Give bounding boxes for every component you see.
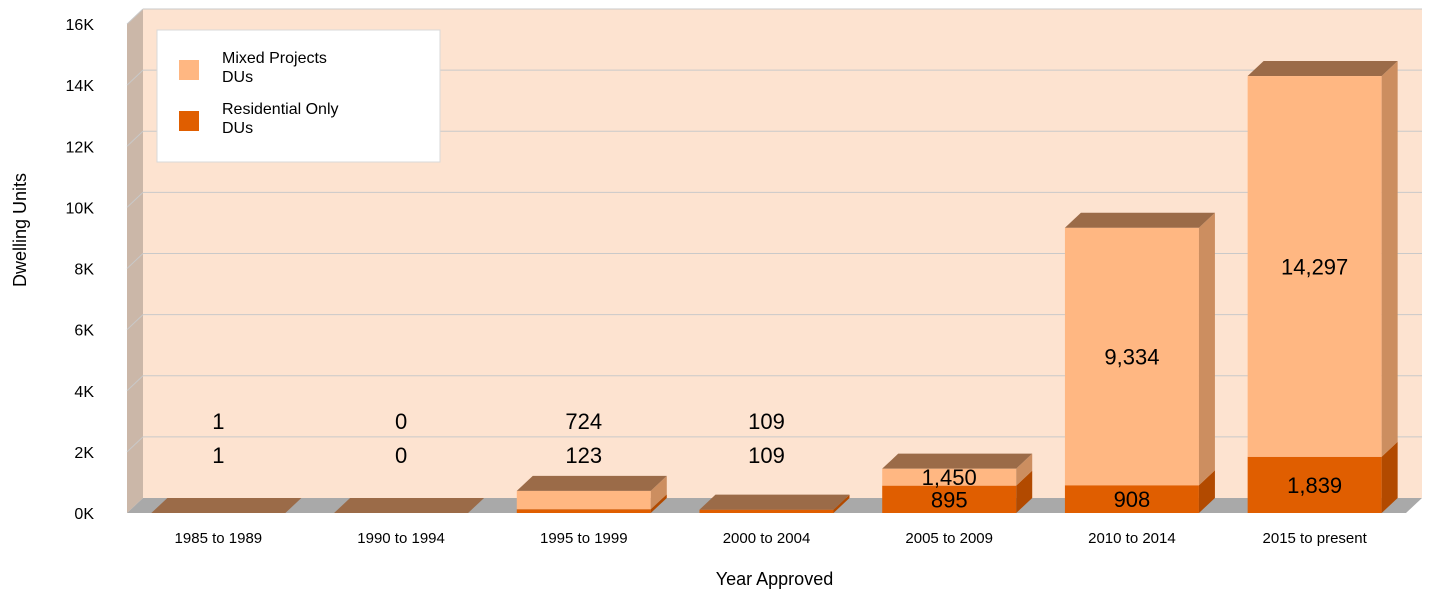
gridline-side: [126, 8, 144, 25]
data-label: 0: [395, 409, 407, 434]
legend-label: DUs: [222, 120, 253, 137]
x-tick-label: 2010 to 2014: [1088, 530, 1176, 547]
y-tick-label: 12K: [66, 139, 95, 156]
bar-segment-residential: [882, 485, 1017, 513]
bar-segment-mixed: [882, 468, 1017, 486]
x-tick-label: 1985 to 1989: [175, 530, 263, 547]
y-tick-label: 0K: [74, 506, 94, 523]
bar-side-residential: [833, 494, 850, 513]
data-label-residential: 895: [931, 487, 968, 512]
bar-top-face: [151, 497, 302, 513]
bar-segment-residential: [1247, 456, 1382, 513]
bar-top-face: [334, 498, 485, 513]
bar-top-face: [1247, 61, 1398, 77]
y-tick-label: 8K: [74, 262, 94, 279]
y-tick-label: 10K: [66, 200, 95, 217]
gridline-side: [126, 253, 144, 269]
bar-top-face: [882, 453, 1033, 469]
legend-swatch: [179, 111, 199, 131]
bar-top-face: [699, 494, 850, 510]
bar-segment-mixed: [516, 490, 651, 510]
bar-side-mixed: [650, 475, 667, 510]
bar-side-mixed: [1381, 61, 1398, 457]
x-tick-label: 2000 to 2004: [723, 530, 811, 547]
bar-side-residential: [1381, 441, 1398, 513]
legend-swatch: [179, 60, 199, 80]
y-tick-label: 14K: [66, 78, 95, 95]
bar-segment-residential: [1064, 485, 1199, 513]
data-label-mixed: 9,334: [1104, 344, 1159, 369]
data-label: 109: [748, 409, 785, 434]
legend-label: Residential Only: [222, 101, 339, 118]
data-label-residential: 908: [1114, 487, 1151, 512]
legend-label: DUs: [222, 69, 253, 86]
bar-side-residential: [285, 497, 302, 513]
gridline-side: [126, 314, 144, 330]
bar-segment-residential: [516, 509, 651, 513]
bar-segment-mixed: [1064, 227, 1199, 486]
x-axis-title: Year Approved: [716, 569, 833, 589]
bar-segment-mixed: [1247, 76, 1382, 457]
legend-label: Mixed Projects: [222, 50, 327, 67]
x-tick-label: 1995 to 1999: [540, 530, 628, 547]
bar-side-residential: [1198, 470, 1215, 513]
y-tick-label: 6K: [74, 323, 94, 340]
data-label-residential: 1,839: [1287, 473, 1342, 498]
data-label: 0: [395, 443, 407, 468]
bar-side-mixed: [1016, 453, 1033, 486]
gridline-side: [126, 436, 144, 453]
data-label: 724: [565, 409, 602, 434]
data-label: 109: [748, 443, 785, 468]
data-label: 123: [565, 443, 602, 468]
bar-segment-residential: [699, 509, 834, 513]
gridline-side: [126, 375, 144, 392]
y-tick-label: 4K: [74, 384, 94, 401]
data-label: 1: [212, 409, 224, 434]
legend-box: [156, 29, 441, 163]
y-tick-label: 16K: [66, 17, 95, 34]
bar-top-face: [516, 475, 667, 491]
y-tick-label: 2K: [74, 445, 94, 462]
data-label-mixed: 1,450: [922, 465, 977, 490]
bar-side-residential: [1016, 470, 1033, 513]
bar-top-face: [1064, 212, 1215, 228]
gridline-side: [126, 69, 144, 86]
bar-side-residential: [650, 494, 667, 513]
x-tick-label: 1990 to 1994: [357, 530, 445, 547]
gridline-side: [126, 192, 144, 208]
data-label: 1: [212, 443, 224, 468]
x-tick-label: 2005 to 2009: [905, 530, 993, 547]
x-tick-label: 2015 to present: [1263, 530, 1368, 547]
y-axis-title: Dwelling Units: [10, 173, 30, 287]
gridline-side: [126, 130, 144, 147]
data-label-mixed: 14,297: [1281, 254, 1348, 279]
bar-side-mixed: [1198, 212, 1215, 486]
